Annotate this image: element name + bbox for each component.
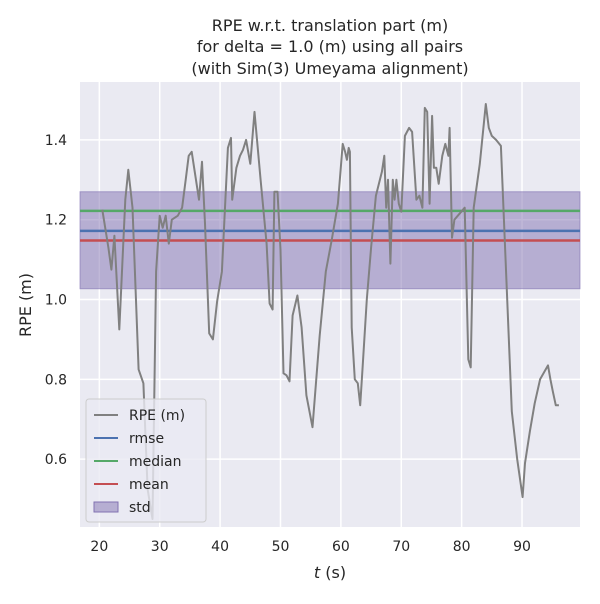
- y-axis-label: RPE (m): [16, 273, 35, 337]
- legend-label-rpe: RPE (m): [129, 408, 185, 424]
- y-tick-label: 0.6: [45, 452, 67, 468]
- y-tick-label: 1.4: [45, 133, 67, 149]
- legend-label-rmse: rmse: [129, 431, 164, 447]
- legend-label-median: median: [129, 454, 181, 470]
- x-axis-label: t (s): [314, 563, 346, 582]
- y-tick-label: 1.0: [45, 293, 67, 309]
- legend: RPE (m) rmse median mean std: [85, 398, 207, 523]
- legend-frame: [85, 398, 207, 523]
- legend-label-mean: mean: [129, 477, 169, 493]
- legend-label-std: std: [129, 500, 151, 516]
- chart-title-line-3: (with Sim(3) Umeyama alignment): [191, 59, 468, 78]
- x-tick-label: 60: [332, 539, 350, 555]
- rpe-series-line: [101, 103, 559, 520]
- x-axis-label-unit: (s): [320, 563, 346, 582]
- x-tick-label: 90: [513, 539, 531, 555]
- x-tick-label: 30: [151, 539, 169, 555]
- y-tick-label: 0.8: [45, 372, 67, 388]
- x-tick-label: 80: [453, 539, 471, 555]
- x-tick-label: 40: [211, 539, 229, 555]
- y-tick-label: 1.2: [45, 213, 67, 229]
- x-tick-label: 20: [90, 539, 108, 555]
- chart-title-line-1: RPE w.r.t. translation part (m): [212, 16, 448, 35]
- x-tick-label: 50: [272, 539, 290, 555]
- x-tick-label: 70: [392, 539, 410, 555]
- chart-title-line-2: for delta = 1.0 (m) using all pairs: [197, 37, 463, 56]
- axis-ticks: 20 30 40 50 60 70 80 90 0.6 0.8 1.0 1.2 1.4: [45, 133, 531, 555]
- legend-swatch-std: [93, 501, 119, 513]
- x-axis-label-var: t: [314, 563, 321, 582]
